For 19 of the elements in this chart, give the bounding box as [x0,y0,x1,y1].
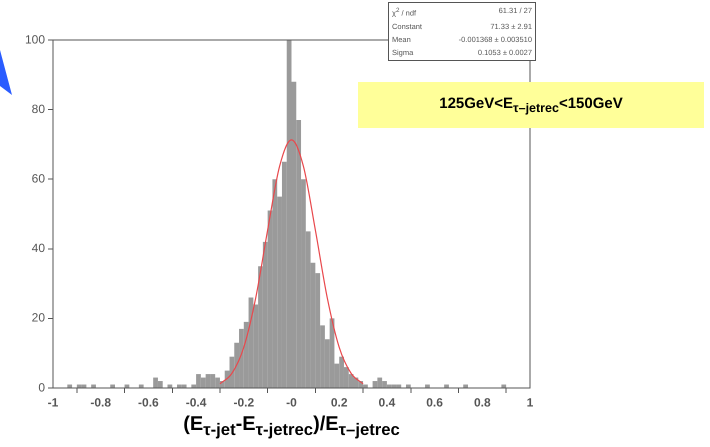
x-tick-label: -0.8 [90,396,112,410]
x-tick-label: 0.8 [474,396,491,410]
x-tick-label: -0.4 [186,396,207,410]
x-tick-label: -0 [286,396,298,410]
x-tick-label: -0.2 [233,396,254,410]
x-tick-label: 0.2 [330,396,348,410]
y-tick-label: 20 [32,310,46,325]
y-tick-label: 60 [32,172,46,186]
x-tick-label: 0.4 [378,396,396,410]
x-tick-label: -1 [48,396,59,410]
y-tick-label: 0 [38,380,46,394]
x-tick-label: -0.6 [138,396,160,410]
x-tick-label: 0.6 [426,396,444,410]
y-tick-label: 100 [24,32,46,46]
x-tick-label: 1 [526,396,534,410]
y-tick-label: 40 [32,241,46,256]
annotation: 125GeV<E$_{τ–jetrec}$<150GeV [439,95,623,115]
x-axis-title: (E$_{τ-jet}$-E$_{τ-jetrec}$)/E$_{τ–jetrec}$ [182,412,401,441]
y-tick-label: 80 [32,102,46,116]
